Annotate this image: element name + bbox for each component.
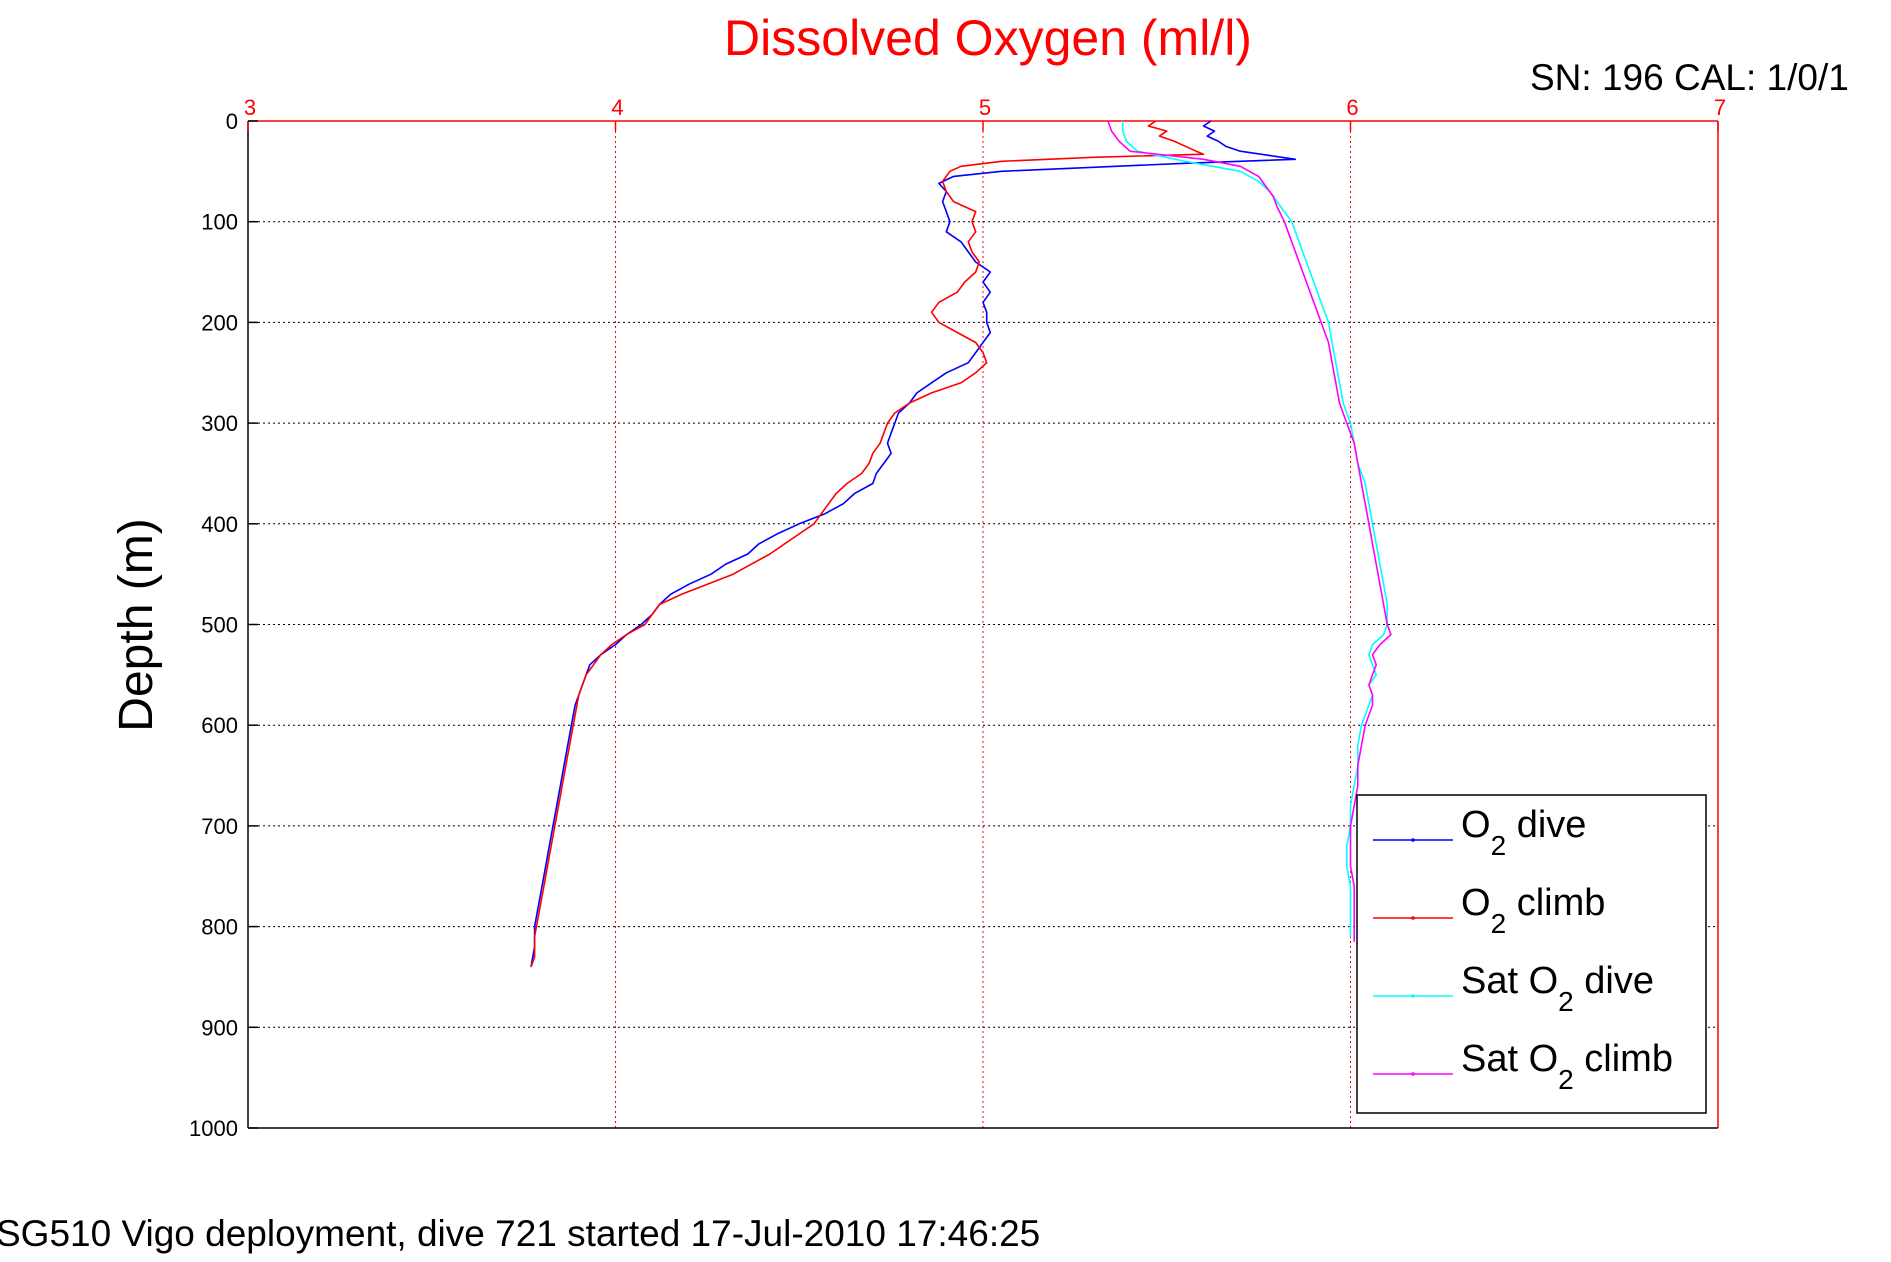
series-line [530, 120, 1205, 968]
series-line [1121, 121, 1388, 937]
legend-swatch-marker [1411, 916, 1415, 920]
legend-label: O2 dive [1461, 804, 1586, 861]
y-tick-labels: 0 100 200 300 400 500 600 700 800 900 1000 [189, 109, 238, 1141]
legend-swatch-marker [1411, 838, 1415, 842]
legend-label: Sat O2 climb [1461, 1038, 1673, 1095]
x-tick-label: 7 [1714, 95, 1726, 120]
series-line [1107, 120, 1392, 942]
y-tick-label: 400 [201, 512, 238, 537]
data-series [530, 120, 1392, 968]
y-axis-label: Depth (m) [110, 518, 163, 731]
x-tick-label: 5 [979, 95, 991, 120]
footer-caption: SG510 Vigo deployment, dive 721 started … [0, 1213, 1040, 1254]
y-tick-label: 200 [201, 310, 238, 335]
x-tick-labels: 3 4 5 6 7 [244, 95, 1726, 120]
legend-label: O2 climb [1461, 882, 1605, 939]
x-tick-label: 3 [244, 95, 256, 120]
legend-swatch-marker [1411, 1072, 1415, 1076]
y-tick-label: 700 [201, 814, 238, 839]
serial-calibration-label: SN: 196 CAL: 1/0/1 [1530, 57, 1849, 98]
chart-title: Dissolved Oxygen (ml/l) [724, 10, 1252, 66]
axes [247, 120, 1719, 1129]
x-tick-label: 4 [611, 95, 623, 120]
y-tick-label: 900 [201, 1015, 238, 1040]
y-tick-label: 100 [201, 210, 238, 235]
legend-swatch-marker [1411, 994, 1415, 998]
x-tick-label: 6 [1346, 95, 1358, 120]
y-tick-label: 800 [201, 915, 238, 940]
y-tick-label: 1000 [189, 1116, 238, 1141]
legend-label: Sat O2 dive [1461, 960, 1654, 1017]
legend: O2 dive O2 climb Sat O2 dive Sat O2 climb [1356, 794, 1707, 1114]
y-tick-label: 0 [226, 109, 238, 134]
y-tick-label: 500 [201, 613, 238, 638]
y-tick-label: 600 [201, 713, 238, 738]
y-tick-label: 300 [201, 411, 238, 436]
legend-box [1356, 794, 1707, 1114]
